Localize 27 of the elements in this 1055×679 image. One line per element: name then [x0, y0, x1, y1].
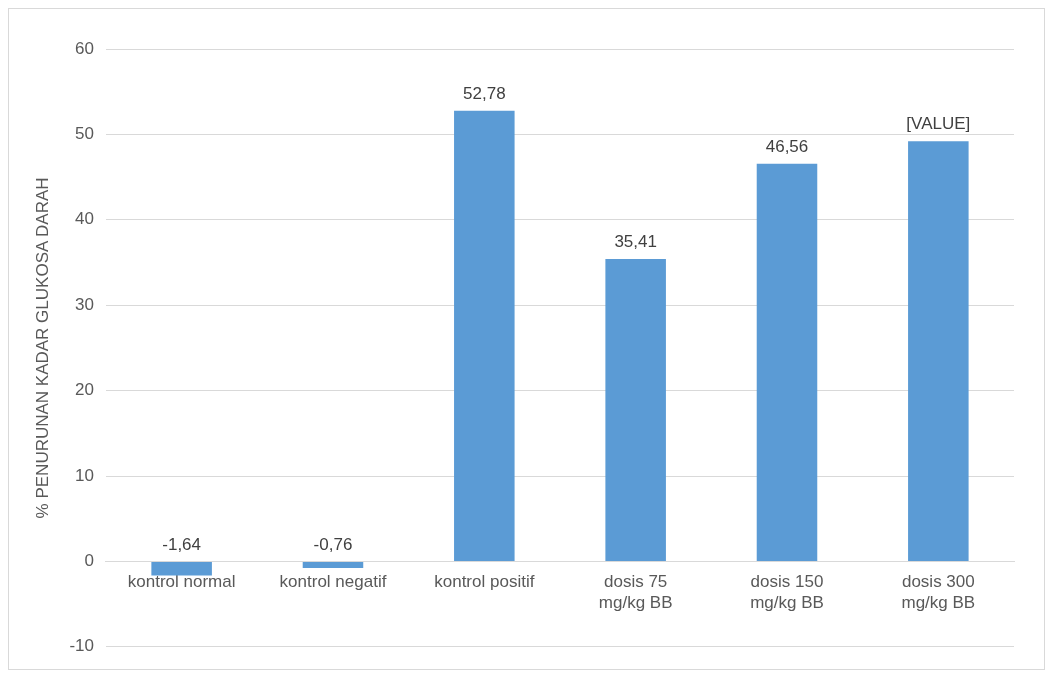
y-axis-title: % PENURUNAN KADAR GLUKOSA DARAH	[32, 177, 52, 519]
y-tick-label: 20	[75, 380, 94, 400]
y-tick-label: 30	[75, 294, 94, 314]
x-tick-label: dosis 300 mg/kg BB	[901, 572, 976, 612]
bar	[151, 561, 212, 576]
y-tick-label: 40	[75, 209, 94, 229]
x-tick-label: kontrol positif	[434, 572, 535, 592]
bar	[302, 561, 364, 568]
x-tick-label: dosis 150 mg/kg BB	[750, 572, 824, 612]
y-tick-label: -10	[69, 636, 94, 656]
x-tick-label: dosis 75 mg/kg BB	[598, 572, 673, 612]
bar	[605, 259, 666, 561]
data-label: [VALUE]	[906, 114, 971, 134]
y-tick-label: 50	[75, 124, 94, 144]
y-tick-label: 60	[75, 38, 94, 58]
data-label: 35,41	[614, 232, 657, 252]
y-tick-label: 0	[84, 551, 94, 571]
bar	[454, 110, 515, 561]
bar	[908, 141, 969, 561]
x-tick-label: kontrol normal	[127, 572, 236, 592]
data-label: -1,64	[162, 534, 202, 554]
x-tick-label: kontrol negatif	[279, 572, 387, 592]
data-label: 46,56	[765, 136, 809, 156]
bar	[756, 163, 818, 561]
data-label: 52,78	[463, 83, 506, 103]
y-tick-label: 10	[75, 465, 94, 485]
data-label: -0,76	[313, 534, 353, 554]
